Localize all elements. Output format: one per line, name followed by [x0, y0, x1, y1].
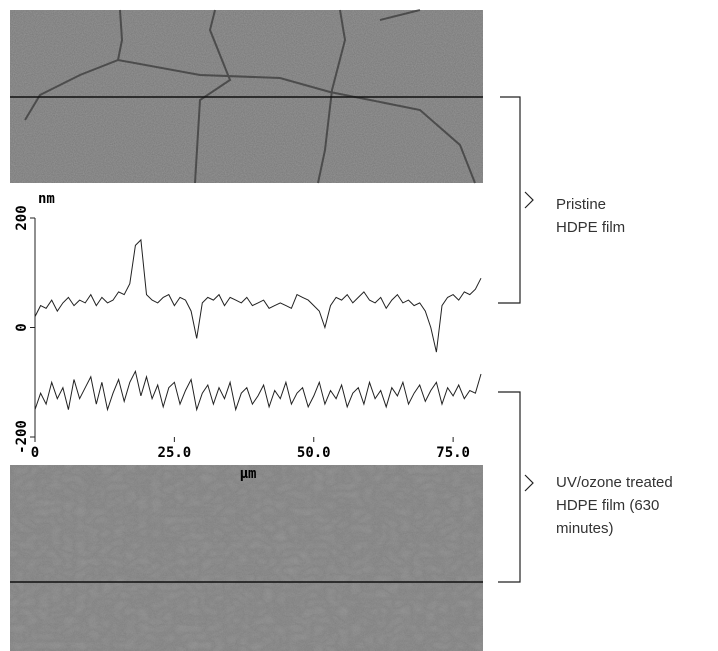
x-tick-label: 0 — [31, 445, 39, 461]
y-axis-unit: nm — [38, 191, 55, 207]
y-tick-label: 0 — [14, 323, 30, 331]
x-tick-label: 25.0 — [158, 445, 192, 461]
annotation: UV/ozone treated — [556, 474, 673, 491]
y-tick-label: -200 — [14, 420, 30, 454]
profile-line — [34, 369, 482, 412]
x-axis-unit: μm — [240, 466, 257, 482]
y-tick-label: 200 — [14, 205, 30, 230]
annotation: minutes) — [556, 520, 614, 537]
profile-line — [34, 238, 482, 353]
afm-image-treated — [10, 465, 483, 651]
afm-image-pristine — [10, 9, 483, 184]
annotation: HDPE film (630 — [556, 497, 659, 514]
annotation: Pristine — [556, 196, 606, 213]
x-tick-label: 75.0 — [436, 445, 470, 461]
x-tick-label: 50.0 — [297, 445, 331, 461]
annotation: HDPE film — [556, 219, 625, 236]
brackets — [498, 96, 534, 583]
